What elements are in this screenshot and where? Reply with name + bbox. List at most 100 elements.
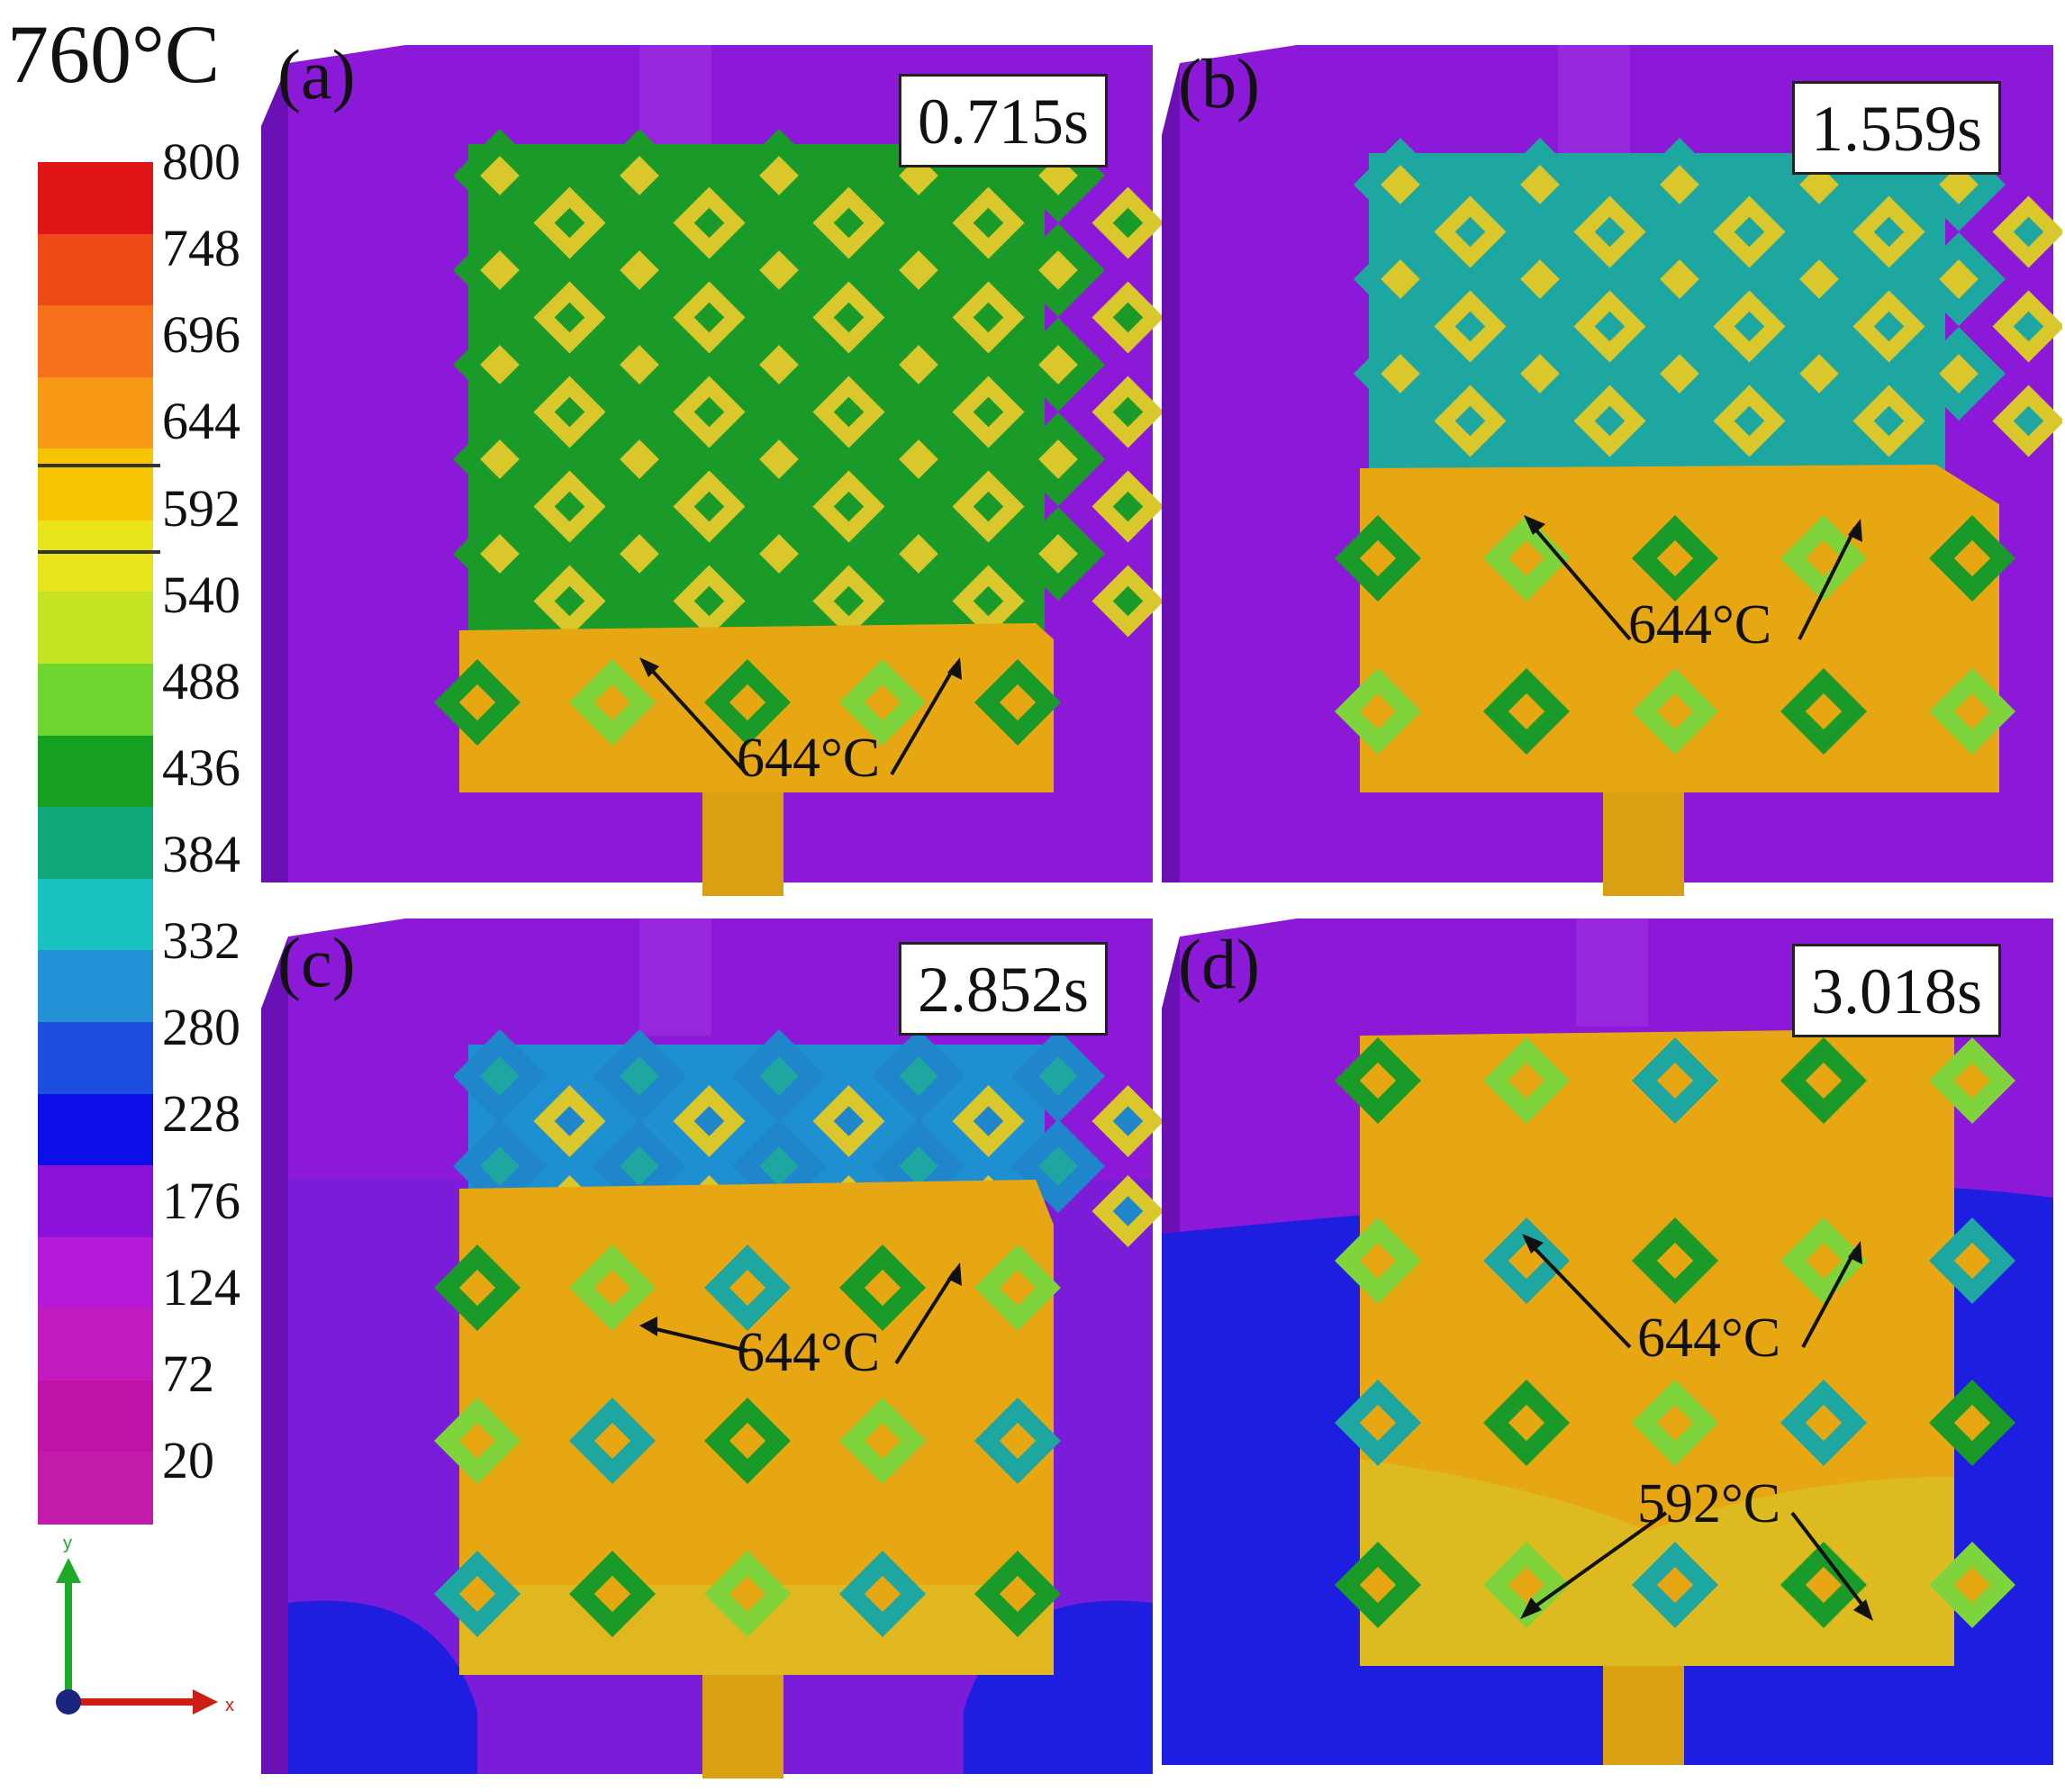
lattice-node-hole bbox=[759, 1056, 799, 1096]
panel-letter: (a) bbox=[277, 35, 356, 113]
lattice-node-hole bbox=[1381, 165, 1420, 204]
lattice-node-hole bbox=[554, 1106, 585, 1136]
lattice-node-hole bbox=[864, 1575, 901, 1613]
colorbar-band bbox=[38, 1021, 153, 1095]
lattice-node-hole bbox=[833, 585, 865, 617]
temperature-colorbar bbox=[38, 162, 153, 1525]
lattice-node-hole bbox=[693, 491, 725, 522]
lattice-node-hole bbox=[620, 1056, 659, 1096]
colorbar-tick-label: 72 bbox=[162, 1344, 214, 1403]
mold-left-face bbox=[261, 63, 288, 882]
lattice-node-hole bbox=[1381, 354, 1420, 394]
panel-letter: (b) bbox=[1178, 44, 1260, 122]
lattice-node-hole bbox=[620, 345, 659, 385]
time-stamp: 2.852s bbox=[899, 942, 1109, 1036]
lattice-node-hole bbox=[864, 683, 901, 721]
lattice-node-hole bbox=[973, 302, 1004, 333]
lattice-node-hole bbox=[729, 1422, 766, 1460]
lattice-node-hole bbox=[1734, 405, 1765, 437]
lattice-node-hole bbox=[833, 491, 865, 522]
lattice-node-hole bbox=[1520, 259, 1560, 299]
panel-c-render: 644°C bbox=[261, 919, 1162, 1778]
lattice-node-hole bbox=[1734, 216, 1765, 248]
lattice-node-hole bbox=[1112, 491, 1144, 522]
lattice-node-hole bbox=[864, 1422, 901, 1460]
time-stamp: 0.715s bbox=[899, 74, 1109, 167]
lattice-node-hole bbox=[458, 1575, 496, 1613]
lattice-node-hole bbox=[759, 345, 799, 385]
colorbar-band bbox=[38, 664, 153, 737]
lattice-node-hole bbox=[899, 250, 938, 290]
lattice-node-hole bbox=[833, 302, 865, 333]
lattice-node-hole bbox=[759, 534, 799, 574]
lattice-node-hole bbox=[1660, 259, 1699, 299]
colorbar-band bbox=[38, 1236, 153, 1310]
panel-letter: (c) bbox=[277, 923, 356, 1001]
lattice-node-hole bbox=[833, 1106, 865, 1136]
colorbar-tick-label: 748 bbox=[162, 219, 240, 278]
colorbar-tick-label: 20 bbox=[162, 1431, 214, 1489]
lattice-node-hole bbox=[1805, 1404, 1843, 1442]
lattice-node-hole bbox=[1660, 165, 1699, 204]
lattice-node-hole bbox=[1656, 1404, 1694, 1442]
lattice-node-hole bbox=[1112, 585, 1144, 617]
lattice-node-hole bbox=[480, 345, 520, 385]
lattice-node-hole bbox=[899, 439, 938, 479]
lattice-node-hole bbox=[1594, 405, 1626, 437]
lattice-node-hole bbox=[999, 683, 1037, 721]
lattice-node-hole bbox=[1038, 439, 1078, 479]
lattice-node-hole bbox=[1112, 207, 1144, 239]
y-axis-label: y bbox=[63, 1534, 72, 1553]
colorbar-band bbox=[38, 1452, 153, 1525]
lattice-node-hole bbox=[2013, 311, 2044, 342]
lattice-node-hole bbox=[999, 1422, 1037, 1460]
colorbar-tick-label: 384 bbox=[162, 825, 240, 884]
lattice-node-hole bbox=[1454, 216, 1486, 248]
lattice-node-hole bbox=[1038, 534, 1078, 574]
colorbar-band bbox=[38, 376, 153, 450]
lattice-node-hole bbox=[480, 1146, 520, 1186]
lattice-node-hole bbox=[1112, 1196, 1144, 1226]
annotation-644c: 644°C bbox=[737, 728, 880, 789]
lattice-node-hole bbox=[1799, 259, 1839, 299]
time-stamp: 3.018s bbox=[1792, 944, 2002, 1037]
lattice-node-hole bbox=[620, 534, 659, 574]
lattice-node-hole bbox=[480, 250, 520, 290]
lattice-node-hole bbox=[1038, 345, 1078, 385]
lattice-node-hole bbox=[1112, 1106, 1144, 1136]
colorbar-band bbox=[38, 950, 153, 1023]
lattice-node-hole bbox=[1805, 692, 1843, 730]
lattice-node-hole bbox=[833, 396, 865, 428]
lattice-node-hole bbox=[1038, 156, 1078, 195]
lattice-node-hole bbox=[1873, 311, 1905, 342]
lattice-node-hole bbox=[693, 585, 725, 617]
lattice-node-hole bbox=[973, 207, 1004, 239]
lattice-node-hole bbox=[593, 683, 631, 721]
lattice-node-hole bbox=[1520, 165, 1560, 204]
lattice-node-hole bbox=[1520, 354, 1560, 394]
annotation-592c: 592°C bbox=[1637, 1473, 1780, 1534]
lattice-node-hole bbox=[1454, 311, 1486, 342]
pour-temperature-label: 760°C bbox=[7, 8, 221, 100]
lattice-node-hole bbox=[1359, 1242, 1397, 1280]
lattice-node-hole bbox=[1656, 692, 1694, 730]
lattice-node-hole bbox=[973, 1106, 1004, 1136]
lattice-node-hole bbox=[1734, 311, 1765, 342]
lattice-node-hole bbox=[759, 250, 799, 290]
lattice-node-hole bbox=[480, 1056, 520, 1096]
panel-a-render: 644°C bbox=[261, 45, 1162, 896]
lattice-node-hole bbox=[759, 439, 799, 479]
lattice-node-hole bbox=[973, 491, 1004, 522]
lattice-node-hole bbox=[1656, 539, 1694, 577]
lattice-node-hole bbox=[1112, 396, 1144, 428]
annotation-644c: 644°C bbox=[1628, 594, 1771, 656]
lattice-node-hole bbox=[1112, 302, 1144, 333]
lattice-node-hole bbox=[1594, 216, 1626, 248]
colorbar-band bbox=[38, 1165, 153, 1238]
colorbar-band bbox=[38, 233, 153, 307]
lattice-node-hole bbox=[1656, 1566, 1694, 1604]
lattice-node-hole bbox=[1805, 539, 1843, 577]
lattice-node-hole bbox=[554, 585, 585, 617]
lattice-node-hole bbox=[480, 156, 520, 195]
lattice-node-hole bbox=[620, 156, 659, 195]
